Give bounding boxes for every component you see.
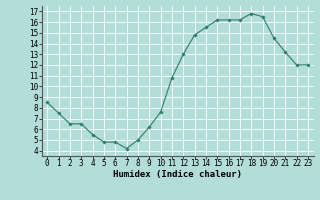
X-axis label: Humidex (Indice chaleur): Humidex (Indice chaleur) bbox=[113, 170, 242, 179]
